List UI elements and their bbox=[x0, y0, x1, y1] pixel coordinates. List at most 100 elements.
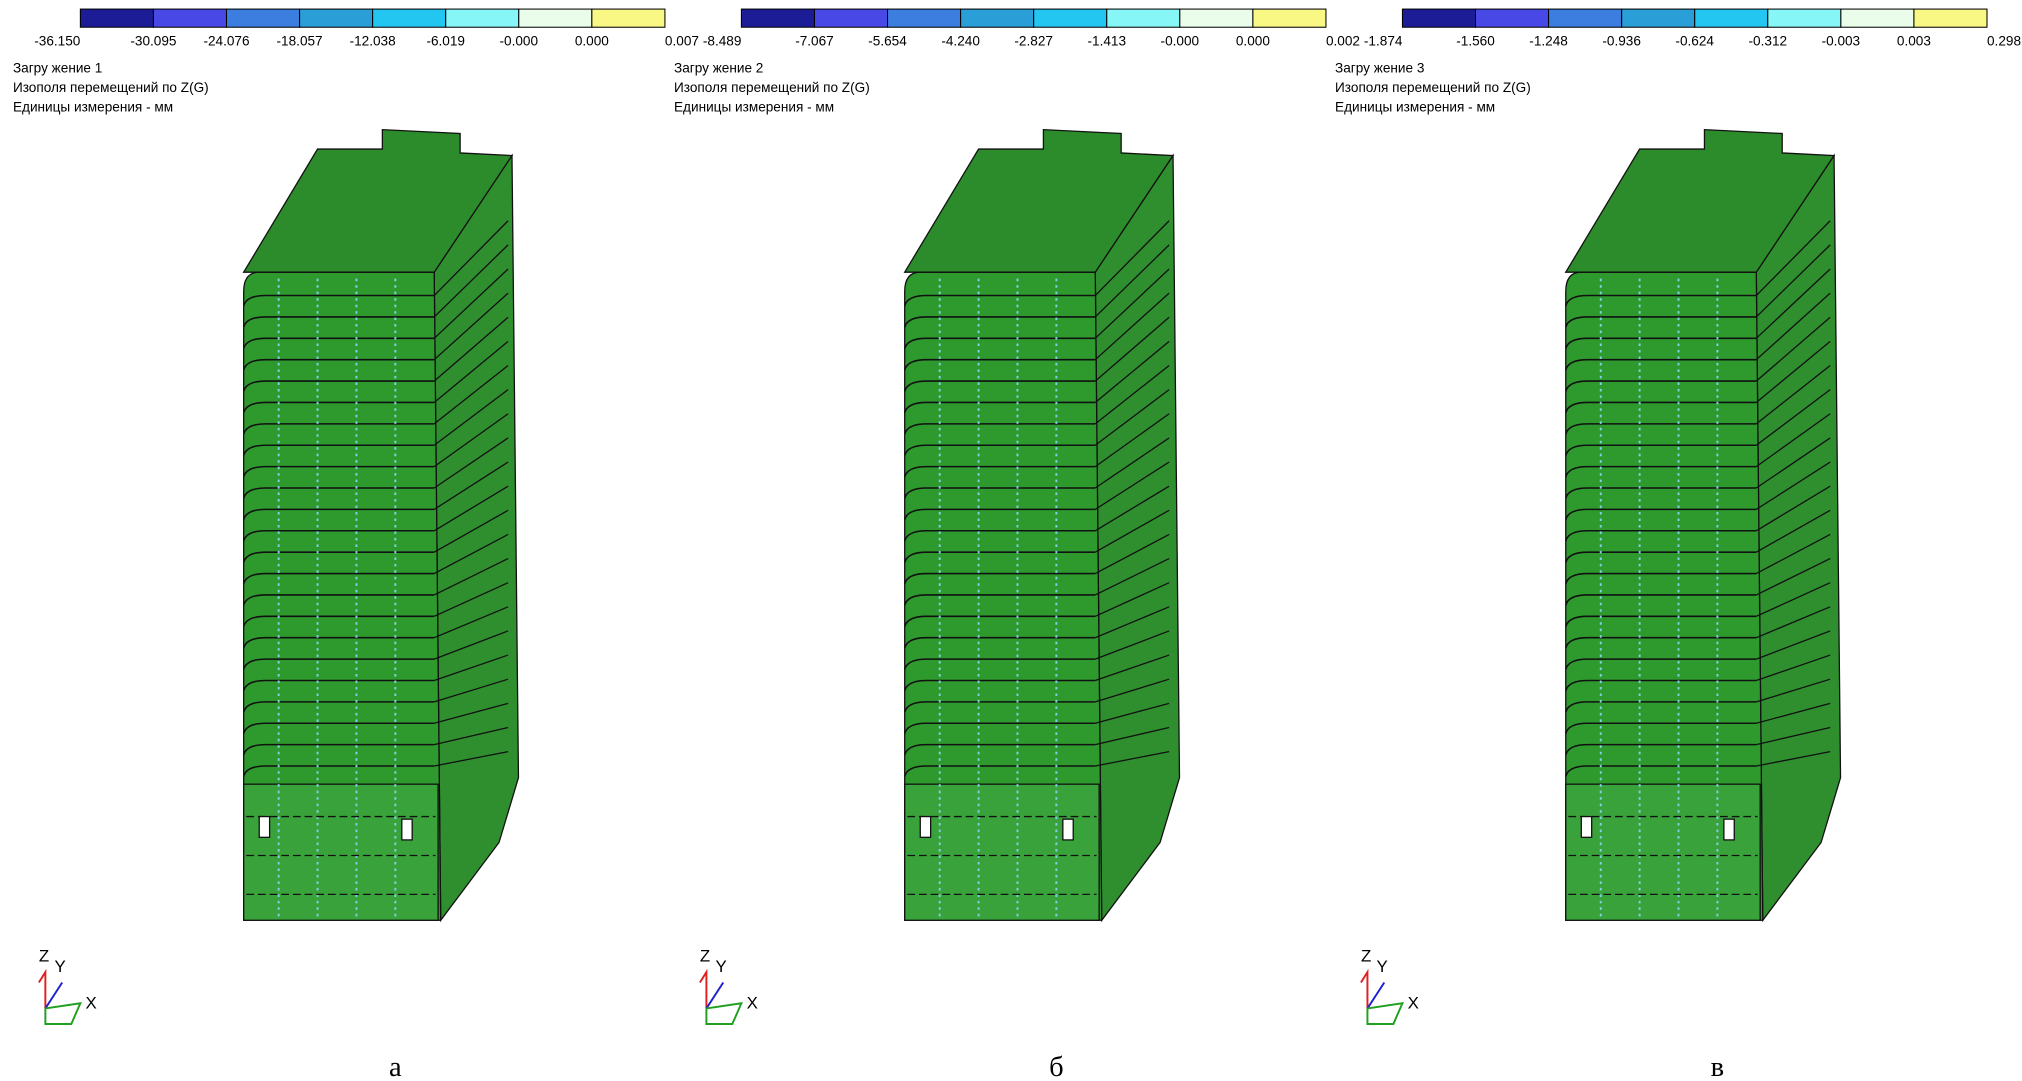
axis-label-z: Z bbox=[700, 947, 710, 966]
axis-label-y: Y bbox=[54, 957, 65, 976]
legend-tick-label: -5.654 bbox=[868, 33, 907, 48]
legend-swatch bbox=[814, 9, 887, 27]
axis-label-y: Y bbox=[715, 957, 726, 976]
podium-opening bbox=[1063, 819, 1073, 840]
panel-caption: а bbox=[389, 1052, 402, 1081]
axis-x bbox=[45, 1003, 80, 1024]
axis-z bbox=[1361, 972, 1367, 1008]
axis-triad: ZY X bbox=[39, 947, 97, 1024]
legend-swatch bbox=[153, 9, 226, 27]
building-model bbox=[1566, 130, 1841, 921]
legend-tick-label: 0.000 bbox=[575, 33, 609, 48]
axis-y bbox=[1367, 982, 1384, 1008]
legend-swatch bbox=[1622, 9, 1695, 27]
legend-tick-label: 0.298 bbox=[1987, 33, 2021, 48]
legend-swatch bbox=[1476, 9, 1549, 27]
building-podium bbox=[244, 784, 438, 920]
legend-swatch bbox=[592, 9, 665, 27]
legend-tick-label: 0.000 bbox=[1236, 33, 1270, 48]
axis-label-z: Z bbox=[39, 947, 49, 966]
legend-swatch bbox=[373, 9, 446, 27]
legend-swatch bbox=[446, 9, 519, 27]
panel-caption: в bbox=[1711, 1052, 1724, 1081]
axis-x bbox=[1367, 1003, 1402, 1024]
screenshot: -36.150 -30.095 -24.076 -18.057 -12.038 -6.01… bbox=[0, 0, 2022, 1081]
load-label: Загру жение 2 bbox=[674, 61, 763, 76]
podium-opening bbox=[1581, 817, 1591, 838]
load-label: Загру жение 1 bbox=[13, 61, 102, 76]
legend-swatch bbox=[300, 9, 373, 27]
axis-z bbox=[39, 972, 45, 1008]
units-label: Единицы измерения - мм bbox=[674, 99, 834, 114]
legend-tick-label: -12.038 bbox=[350, 33, 396, 48]
legend-tick-label: -8.489 bbox=[703, 33, 742, 48]
podium-opening bbox=[259, 817, 269, 838]
legend-tick-label: -24.076 bbox=[203, 33, 249, 48]
axis-label-x: X bbox=[1408, 993, 1419, 1012]
plot-title: Изополя перемещений по Z(G) bbox=[13, 80, 209, 95]
panel: -36.150 -30.095 -24.076 -18.057 -12.038 -6.01… bbox=[13, 9, 699, 1081]
legend-tick-label: -2.827 bbox=[1014, 33, 1053, 48]
building-model bbox=[905, 130, 1180, 921]
axis-z bbox=[700, 972, 706, 1008]
units-label: Единицы измерения - мм bbox=[13, 99, 173, 114]
legend-swatch bbox=[1180, 9, 1253, 27]
panel-caption: б bbox=[1049, 1052, 1064, 1081]
panel: -8.489 -7.067 -5.654 -4.240 -2.827 -1.413 -0.0… bbox=[674, 9, 1360, 1081]
axis-label-x: X bbox=[86, 993, 97, 1012]
legend-swatch bbox=[1768, 9, 1841, 27]
axis-triad: ZY X bbox=[700, 947, 758, 1024]
legend-swatch bbox=[227, 9, 300, 27]
axis-label-x: X bbox=[747, 993, 758, 1012]
legend-swatch bbox=[1253, 9, 1326, 27]
legend-tick-label: -0.624 bbox=[1675, 33, 1714, 48]
legend-tick-label: -0.936 bbox=[1602, 33, 1641, 48]
legend-tick-label: -0.312 bbox=[1749, 33, 1788, 48]
legend-swatch bbox=[1549, 9, 1622, 27]
podium-opening bbox=[1724, 819, 1734, 840]
legend-tick-label: 0.003 bbox=[1897, 33, 1931, 48]
panel: -1.874 -1.560 -1.248 -0.936 -0.624 -0.312 -0.0… bbox=[1335, 9, 2021, 1081]
podium-opening bbox=[402, 819, 412, 840]
legend-swatch bbox=[1914, 9, 1987, 27]
legend-tick-label: -36.150 bbox=[34, 33, 81, 48]
axis-label-y: Y bbox=[1377, 957, 1388, 976]
axis-label-z: Z bbox=[1361, 947, 1371, 966]
legend-swatch bbox=[888, 9, 961, 27]
legend-tick-label: -1.560 bbox=[1456, 33, 1495, 48]
plot-title: Изополя перемещений по Z(G) bbox=[1335, 80, 1531, 95]
legend-tick-label: -7.067 bbox=[795, 33, 834, 48]
legend-tick-label: -1.413 bbox=[1087, 33, 1126, 48]
axis-y bbox=[706, 982, 723, 1008]
building-model bbox=[244, 130, 519, 921]
legend-swatch bbox=[80, 9, 153, 27]
legend-tick-label: -4.240 bbox=[941, 33, 980, 48]
legend-tick-label: -0.000 bbox=[1161, 33, 1200, 48]
units-label: Единицы измерения - мм bbox=[1335, 99, 1495, 114]
legend-tick-label: -6.019 bbox=[426, 33, 465, 48]
legend-tick-label: 0.007 bbox=[665, 33, 699, 48]
legend-tick-label: 0.002 bbox=[1326, 33, 1360, 48]
legend-swatch bbox=[1034, 9, 1107, 27]
legend-tick-label: -1.248 bbox=[1529, 33, 1568, 48]
legend-swatch bbox=[1841, 9, 1914, 27]
legend-swatch bbox=[1695, 9, 1768, 27]
legend-swatch bbox=[741, 9, 814, 27]
load-label: Загру жение 3 bbox=[1335, 61, 1424, 76]
legend-swatch bbox=[961, 9, 1034, 27]
legend-swatch bbox=[1107, 9, 1180, 27]
podium-opening bbox=[920, 817, 930, 838]
building-podium bbox=[1566, 784, 1760, 920]
legend-tick-label: -18.057 bbox=[277, 33, 323, 48]
legend-tick-label: -30.095 bbox=[130, 33, 176, 48]
legend-tick-label: -1.874 bbox=[1364, 33, 1403, 48]
axis-x bbox=[706, 1003, 741, 1024]
legend-swatch bbox=[519, 9, 592, 27]
legend-tick-label: -0.000 bbox=[500, 33, 539, 48]
building-podium bbox=[905, 784, 1099, 920]
page: -36.150 -30.095 -24.076 -18.057 -12.038 -6.01… bbox=[0, 0, 2022, 1081]
legend-swatch bbox=[1402, 9, 1475, 27]
legend-tick-label: -0.003 bbox=[1822, 33, 1861, 48]
plot-title: Изополя перемещений по Z(G) bbox=[674, 80, 870, 95]
axis-y bbox=[45, 982, 62, 1008]
